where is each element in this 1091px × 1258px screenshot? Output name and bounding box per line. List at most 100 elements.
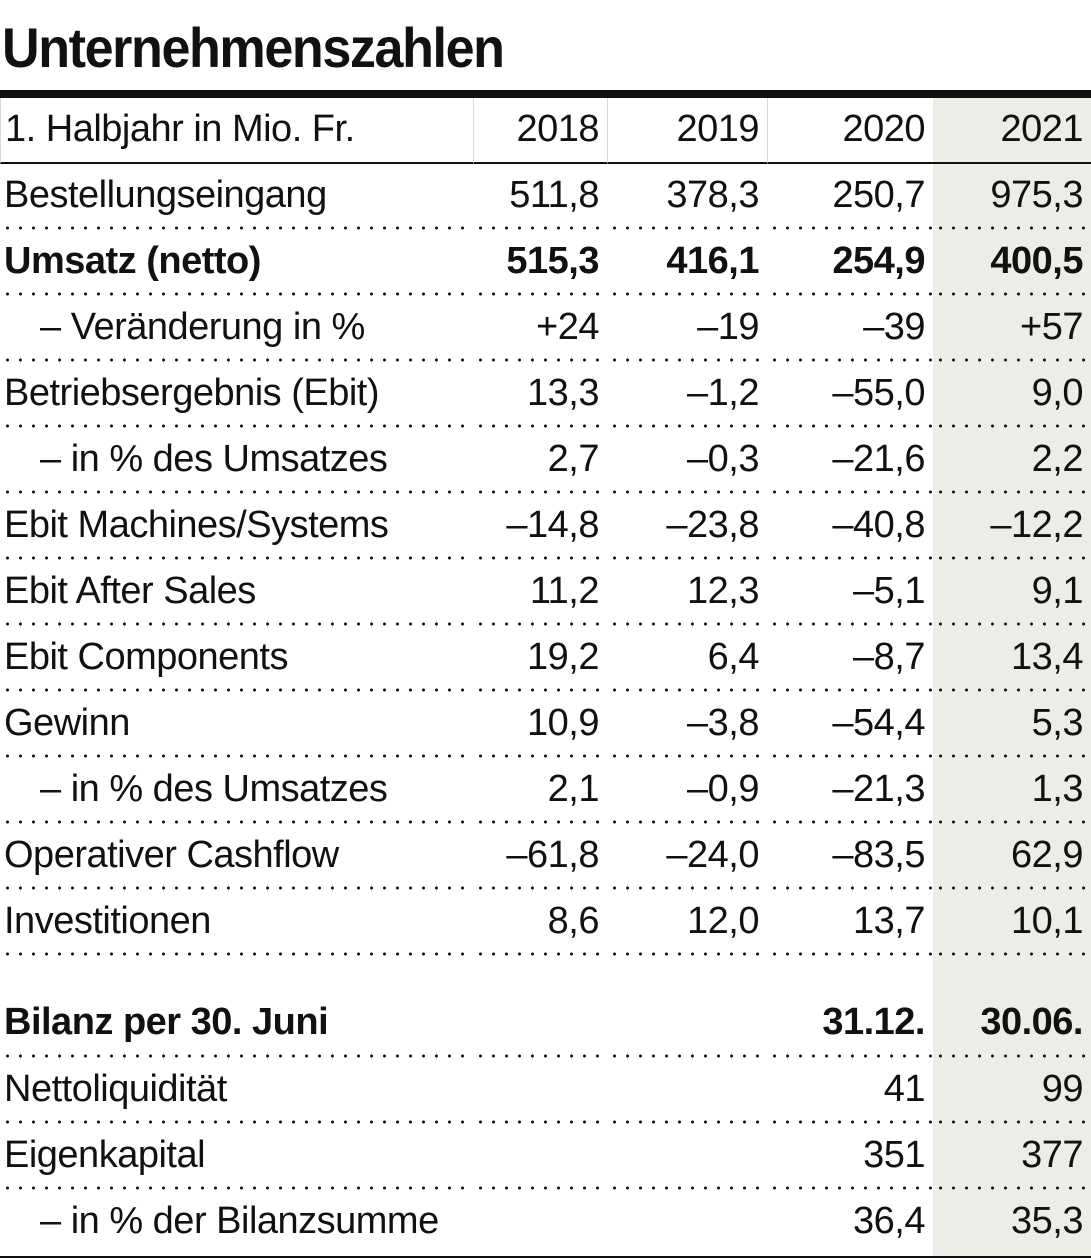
cell-value: –0,3 [607, 428, 767, 494]
cell-value: 41 [767, 1058, 933, 1124]
cell-value: 2,1 [473, 758, 607, 824]
cell-value: 6,4 [607, 626, 767, 692]
cell-value: 1,3 [933, 758, 1091, 824]
cell-value: 9,0 [933, 362, 1091, 428]
cell-value: 9,1 [933, 560, 1091, 626]
cell-value: 30.06. [933, 956, 1091, 1058]
year-header: 2020 [767, 98, 933, 164]
cell-value: 13,7 [767, 890, 933, 956]
row-label: Gewinn [0, 692, 473, 758]
cell-value: –55,0 [767, 362, 933, 428]
table-row: – in % des Umsatzes 2,1 –0,9 –21,3 1,3 [0, 758, 1091, 824]
cell-value: 10,9 [473, 692, 607, 758]
cell-value [473, 1058, 607, 1124]
cell-value: 250,7 [767, 164, 933, 230]
cell-value: –12,2 [933, 494, 1091, 560]
cell-value: –3,8 [607, 692, 767, 758]
row-label: – in % des Umsatzes [0, 428, 473, 494]
cell-value: 99 [933, 1058, 1091, 1124]
table-row: Ebit Components 19,2 6,4 –8,7 13,4 [0, 626, 1091, 692]
cell-value: 351 [767, 1124, 933, 1190]
cell-value: 62,9 [933, 824, 1091, 890]
table-row: Umsatz (netto) 515,3 416,1 254,9 400,5 [0, 230, 1091, 296]
top-rule [0, 90, 1091, 98]
row-label: Betriebsergebnis (Ebit) [0, 362, 473, 428]
cell-value: 13,4 [933, 626, 1091, 692]
cell-value: 31.12. [767, 956, 933, 1058]
row-label: Umsatz (netto) [0, 230, 473, 296]
table-row: Nettoliquidität 41 99 [0, 1058, 1091, 1124]
row-label: – in % des Umsatzes [0, 758, 473, 824]
title-line: Unternehmenszahlen [2, 6, 1091, 90]
cell-value [473, 956, 607, 1058]
cell-value: 2,2 [933, 428, 1091, 494]
row-label: Investitionen [0, 890, 473, 956]
table-row: Operativer Cashflow –61,8 –24,0 –83,5 62… [0, 824, 1091, 890]
cell-value [607, 1058, 767, 1124]
cell-value [473, 1190, 607, 1258]
period-unit-header: 1. Halbjahr in Mio. Fr. [0, 98, 473, 164]
cell-value: –23,8 [607, 494, 767, 560]
table-row: Ebit After Sales 11,2 12,3 –5,1 9,1 [0, 560, 1091, 626]
year-header: 2019 [607, 98, 767, 164]
cell-value [607, 1124, 767, 1190]
cell-value: 5,3 [933, 692, 1091, 758]
year-header: 2021 [933, 98, 1091, 164]
cell-value: 19,2 [473, 626, 607, 692]
cell-value: –83,5 [767, 824, 933, 890]
table-row: – Veränderung in % +24 –19 –39 +57 [0, 296, 1091, 362]
row-label: Operativer Cashflow [0, 824, 473, 890]
cell-value [607, 956, 767, 1058]
section-header-row: Bilanz per 30. Juni 31.12. 30.06. [0, 956, 1091, 1058]
row-label: Ebit Machines/Systems [0, 494, 473, 560]
cell-value: +57 [933, 296, 1091, 362]
cell-value: 35,3 [933, 1190, 1091, 1258]
cell-value: –19 [607, 296, 767, 362]
table-row: Ebit Machines/Systems –14,8 –23,8 –40,8 … [0, 494, 1091, 560]
row-label: Ebit After Sales [0, 560, 473, 626]
cell-value: 12,3 [607, 560, 767, 626]
cell-value: 12,0 [607, 890, 767, 956]
cell-value: –1,2 [607, 362, 767, 428]
cell-value: –0,9 [607, 758, 767, 824]
cell-value: 10,1 [933, 890, 1091, 956]
cell-value: 515,3 [473, 230, 607, 296]
cell-value [473, 1124, 607, 1190]
page-title: Unternehmenszahlen [2, 16, 505, 79]
cell-value: –61,8 [473, 824, 607, 890]
cell-value: –21,6 [767, 428, 933, 494]
cell-value: –40,8 [767, 494, 933, 560]
cell-value: 400,5 [933, 230, 1091, 296]
cell-value: –39 [767, 296, 933, 362]
cell-value [607, 1190, 767, 1258]
cell-value: 8,6 [473, 890, 607, 956]
table-row: Eigenkapital 351 377 [0, 1124, 1091, 1190]
cell-value: 975,3 [933, 164, 1091, 230]
table-row: – in % des Umsatzes 2,7 –0,3 –21,6 2,2 [0, 428, 1091, 494]
cell-value: 36,4 [767, 1190, 933, 1258]
cell-value: 511,8 [473, 164, 607, 230]
cell-value: –14,8 [473, 494, 607, 560]
table-row: Investitionen 8,6 12,0 13,7 10,1 [0, 890, 1091, 956]
table-row: Betriebsergebnis (Ebit) 13,3 –1,2 –55,0 … [0, 362, 1091, 428]
header-row: 1. Halbjahr in Mio. Fr. 2018 2019 2020 2… [0, 98, 1091, 164]
section-label: Bilanz per 30. Juni [0, 956, 473, 1058]
cell-value: –24,0 [607, 824, 767, 890]
cell-value: 416,1 [607, 230, 767, 296]
cell-value: 254,9 [767, 230, 933, 296]
row-label: – in % der Bilanzsumme [0, 1190, 473, 1258]
row-label: Ebit Components [0, 626, 473, 692]
company-figures-table: 1. Halbjahr in Mio. Fr. 2018 2019 2020 2… [0, 98, 1091, 1258]
row-label: – Veränderung in % [0, 296, 473, 362]
cell-value: –5,1 [767, 560, 933, 626]
cell-value: 378,3 [607, 164, 767, 230]
cell-value: –21,3 [767, 758, 933, 824]
table-row: Gewinn 10,9 –3,8 –54,4 5,3 [0, 692, 1091, 758]
cell-value: –54,4 [767, 692, 933, 758]
row-label: Eigenkapital [0, 1124, 473, 1190]
cell-value: 377 [933, 1124, 1091, 1190]
table-row: Bestellungseingang 511,8 378,3 250,7 975… [0, 164, 1091, 230]
cell-value: –8,7 [767, 626, 933, 692]
row-label: Nettoliquidität [0, 1058, 473, 1124]
